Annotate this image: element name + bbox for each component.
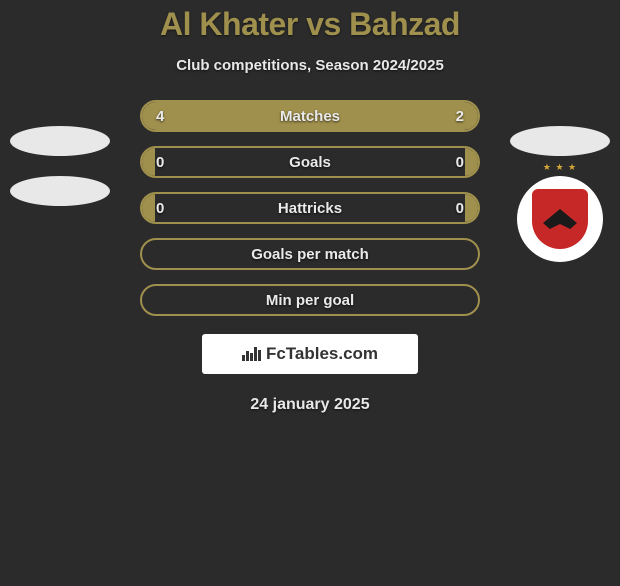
- player-left-avatar-placeholder: [10, 126, 110, 156]
- stat-row: 4 Matches 2: [140, 100, 480, 132]
- player-left-badges: [10, 126, 110, 206]
- stat-left-value: 4: [156, 108, 164, 125]
- club-shield-icon: [532, 189, 588, 249]
- player-right-badges: ★ ★ ★: [510, 126, 610, 262]
- stat-label: Goals per match: [251, 246, 369, 263]
- site-logo: FcTables.com: [202, 334, 418, 374]
- stat-row: Min per goal: [140, 284, 480, 316]
- stat-label: Matches: [280, 108, 340, 125]
- stat-label: Min per goal: [266, 292, 354, 309]
- stat-left-value: 0: [156, 200, 164, 217]
- stat-right-value: 0: [456, 154, 464, 171]
- stat-fill-left: [142, 148, 155, 176]
- stat-left-value: 0: [156, 154, 164, 171]
- club-stars-icon: ★ ★ ★: [543, 162, 577, 173]
- stat-right-value: 2: [456, 108, 464, 125]
- club-eagle-icon: [543, 209, 577, 229]
- stat-label: Goals: [289, 154, 331, 171]
- stat-row: Goals per match: [140, 238, 480, 270]
- comparison-subtitle: Club competitions, Season 2024/2025: [0, 57, 620, 74]
- stat-fill-right: [465, 148, 478, 176]
- stat-fill-right: [465, 194, 478, 222]
- stat-fill-left: [142, 194, 155, 222]
- player-right-avatar-placeholder: [510, 126, 610, 156]
- chart-icon: [242, 347, 261, 361]
- stat-row: 0 Goals 0: [140, 146, 480, 178]
- site-logo-text: FcTables.com: [266, 344, 378, 364]
- player-right-club-badge: ★ ★ ★: [517, 176, 603, 262]
- player-left-club-placeholder: [10, 176, 110, 206]
- comparison-title: Al Khater vs Bahzad: [0, 6, 620, 43]
- stat-row: 0 Hattricks 0: [140, 192, 480, 224]
- stat-right-value: 0: [456, 200, 464, 217]
- stat-label: Hattricks: [278, 200, 342, 217]
- snapshot-date: 24 january 2025: [0, 396, 620, 414]
